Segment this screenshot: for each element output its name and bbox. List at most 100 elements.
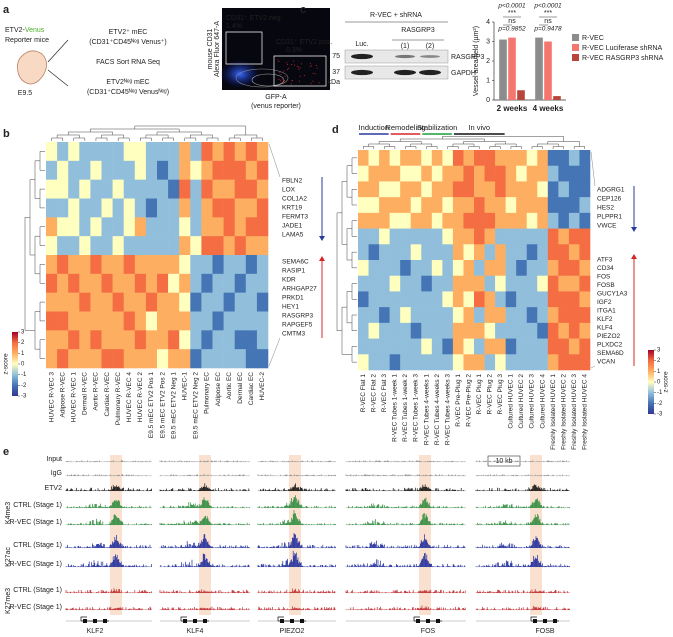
heatmap-cell: [145, 292, 158, 312]
heatmap-cell: [516, 275, 528, 292]
arrow: [47, 39, 69, 87]
label: (venus reporter): [251, 103, 301, 110]
heatmap-cell: [79, 255, 91, 275]
heatmap-cell: [112, 255, 124, 275]
heatmap-cell: [526, 291, 538, 308]
heatmap-cell: [537, 165, 549, 182]
heatmap-cell: [101, 330, 113, 350]
track-label: CTRL (Stage 1): [13, 542, 62, 549]
heatmap-cell: [68, 236, 80, 256]
heatmap-cell: [201, 198, 213, 218]
heatmap-cell: [505, 260, 517, 277]
heatmap-cell: [101, 217, 113, 237]
column-label: Aortic R-VEC: [93, 372, 100, 411]
heatmap-cell: [256, 292, 269, 312]
heatmap-cell: [547, 165, 559, 182]
heatmap-cell: [245, 292, 258, 312]
signal-track: [65, 605, 570, 610]
annotation: ns: [508, 18, 516, 25]
heatmap-cell: [452, 228, 464, 245]
heatmap-cell: [463, 244, 475, 261]
heatmap-cell: [505, 275, 517, 292]
heatmap-cell: [452, 150, 464, 167]
heatmap-cell: [516, 150, 528, 167]
heatmap-cell: [358, 150, 369, 167]
heatmap-cell: [526, 244, 538, 261]
heatmap-cell: [212, 292, 224, 312]
heatmap-cell: [46, 236, 58, 256]
heatmap-cell: [256, 217, 269, 237]
heatmap-cell: [145, 236, 158, 256]
gene-label: FOS: [597, 274, 611, 281]
signal-track: [65, 550, 570, 567]
heatmap-cell: [358, 212, 369, 229]
heatmap-cell: [46, 255, 58, 275]
flow-event: [299, 75, 301, 77]
heatmap-cell: [568, 354, 580, 371]
blot-band: [394, 69, 416, 76]
heatmap-cell: [90, 217, 102, 237]
flow-event: [309, 63, 311, 65]
heatmap-cell: [379, 275, 390, 292]
heatmap-cell: [568, 307, 580, 324]
highlight: [530, 455, 542, 615]
heatmap-cell: [389, 275, 401, 292]
heatmap-cell: [201, 179, 213, 199]
heatmap-cell: [442, 150, 454, 167]
heatmap-cell: [484, 150, 496, 167]
flow-event: [282, 81, 284, 83]
label: E9.5: [18, 90, 33, 97]
heatmap-cell: [505, 307, 517, 324]
heatmap-cell: [212, 198, 224, 218]
heatmap-cell: [558, 165, 570, 182]
label: ETV2⁺ mEC: [109, 29, 148, 36]
heatmap-cell: [90, 311, 102, 331]
heatmap-cell: [442, 322, 454, 339]
heatmap-cell: [421, 212, 433, 229]
group-label: In vivo: [468, 123, 490, 132]
heatmap-cell: [421, 307, 433, 324]
panel-label: d: [332, 124, 339, 136]
label: CD31⁺ ETV2 neg: [226, 15, 281, 22]
heatmap-cell: [474, 181, 485, 198]
heatmap-cell: [68, 160, 80, 180]
gene-label: HEY1: [282, 304, 299, 311]
heatmap-cell: [495, 244, 506, 261]
legend-swatch: [572, 34, 579, 41]
colorbar-tick-label: -1: [21, 372, 27, 378]
blot-band: [351, 53, 373, 60]
heatmap-cell: [505, 291, 517, 308]
gene-label: FERMT3: [282, 214, 308, 221]
heatmap-cell: [368, 181, 380, 198]
heatmap-cell: [223, 349, 235, 369]
signal-track: [65, 510, 570, 525]
heatmap-cell: [526, 212, 538, 229]
column-label: Freshly Isolated HUVEC 4: [581, 374, 588, 450]
heatmap-cell: [452, 338, 464, 355]
label: mouse CD31: [207, 28, 214, 69]
heatmap-cell: [145, 255, 158, 275]
arrow-head: [319, 256, 325, 261]
heatmap-cell: [245, 255, 258, 275]
heatmap-cell: [526, 165, 538, 182]
flow-event: [287, 68, 289, 70]
heatmap-cell: [558, 150, 570, 167]
heatmap-cell: [516, 322, 528, 339]
exon: [426, 619, 430, 623]
heatmap-cell: [463, 322, 475, 339]
heatmap-cell: [526, 150, 538, 167]
legend-label: R-VEC RASGRP3 shRNA: [582, 55, 664, 62]
colorbar-tick-label: -2: [21, 383, 27, 389]
panel-label: b: [3, 128, 10, 140]
heatmap-cell: [568, 260, 580, 277]
heatmap-cell: [46, 160, 58, 180]
group-label: Induction: [359, 123, 389, 132]
heatmap-cell: [212, 236, 224, 256]
heatmap-cell: [558, 228, 570, 245]
heatmap-cell: [421, 181, 433, 198]
heatmap-cell: [484, 244, 496, 261]
heatmap-cell: [558, 181, 570, 198]
heatmap-cell: [484, 275, 496, 292]
arrow-head: [631, 254, 637, 259]
label: 0.3%: [286, 47, 302, 54]
